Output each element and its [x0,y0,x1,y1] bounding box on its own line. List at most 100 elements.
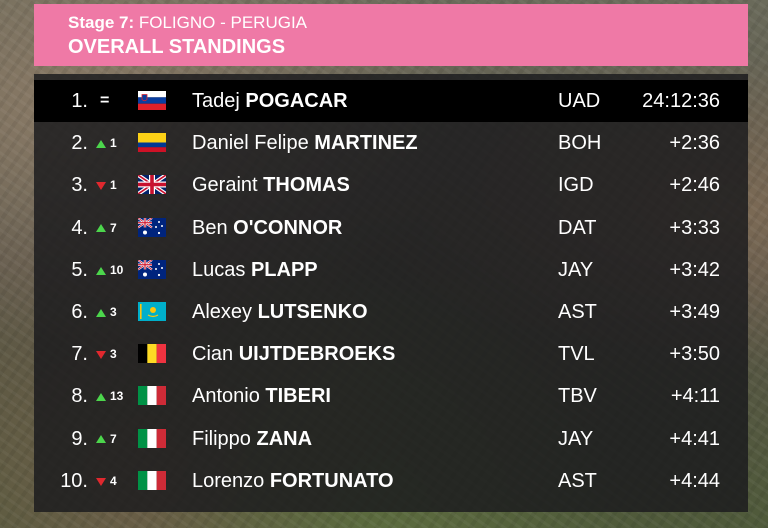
time-gap: +4:11 [670,385,720,408]
rider-name: Ben O'CONNOR [192,207,552,249]
table-row: 4. 7 Ben O'CONNOR DAT +3:33 [34,207,748,249]
uk-flag [138,175,166,195]
rider-surname: MARTINEZ [314,132,418,155]
rider-name: Lorenzo FORTUNATO [192,460,552,502]
team-code: AST [558,469,597,492]
table-row: 2. 1 Daniel Felipe MARTINEZ BOH +2:36 [34,122,748,164]
arrow-up-icon [96,140,106,149]
arrow-up-icon [96,266,106,275]
team-code: TVL [558,343,595,366]
team-code: JAY [558,427,594,450]
rider-name: Cian UIJTDEBROEKS [192,333,552,375]
team-code: TBV [558,385,597,408]
rider-first-name: Lorenzo [192,469,265,492]
rider-surname: FORTUNATO [269,469,394,492]
italy-flag [138,428,166,448]
rider-name: Filippo ZANA [192,418,552,460]
rider-name: Lucas PLAPP [192,249,552,291]
time-gap: 24:12:36 [642,90,720,112]
rider-surname: ZANA [256,427,313,450]
australia-flag [138,259,166,279]
position-change: 13 [96,375,140,417]
italy-flag [138,470,166,490]
position-change-value: 7 [110,220,117,235]
table-row: 7. 3 Cian UIJTDEBROEKS TVL +3:50 [34,333,748,375]
team-code: JAY [558,258,594,281]
rider-first-name: Daniel Felipe [192,132,309,155]
table-row: 3. 1 Geraint THOMAS IGD +2:46 [34,164,748,206]
kazakhstan-flag [138,302,166,321]
colombia-flag [138,133,166,153]
rider-first-name: Alexey [192,301,253,323]
position-change: 7 [96,418,140,460]
rank: 10. [60,469,88,492]
table-row: 8. 13 Antonio TIBERI TBV +4:11 [34,375,748,417]
position-change: 7 [96,207,140,249]
standings-header: Stage 7: FOLIGNO - PERUGIA OVERALL STAND… [34,4,748,66]
rider-surname: TIBERI [265,385,331,408]
position-change: 10 [96,249,140,291]
rider-surname: UIJTDEBROEKS [238,343,396,366]
position-change-value: 4 [110,473,117,488]
position-change-value: 3 [110,305,117,319]
rider-first-name: Antonio [192,385,260,408]
arrow-up-icon [96,393,106,402]
position-change: 1 [96,122,140,164]
time-gap: +2:36 [669,132,720,155]
stage-label: Stage 7: [68,13,135,32]
italy-flag [138,386,166,406]
position-change: = [96,80,144,122]
rider-name: Antonio TIBERI [192,375,552,417]
arrow-down-icon [96,182,106,191]
rider-name: Tadej POGACAR [192,80,552,122]
rider-name: Alexey LUTSENKO [192,291,552,333]
time-gap: +4:41 [669,427,720,450]
arrow-up-icon [96,224,106,233]
rider-surname: LUTSENKO [257,301,368,323]
table-row: 10. 4 Lorenzo FORTUNATO AST +4:44 [34,460,748,502]
stage-route: FOLIGNO - PERUGIA [138,13,308,32]
rider-first-name: Tadej [192,90,240,112]
rider-surname: O'CONNOR [233,216,343,239]
rider-surname: THOMAS [263,174,350,197]
rank: 8. [71,385,88,408]
team-code: AST [558,301,597,323]
team-code: BOH [558,132,602,155]
arrow-down-icon [96,477,106,486]
rider-first-name: Ben [192,216,228,239]
standings-table: 1. = Tadej POGACAR UAD 24:12:36 2. 1 Daniel Fel… [34,74,748,512]
rider-first-name: Filippo [192,427,251,450]
rider-name: Daniel Felipe MARTINEZ [192,122,552,164]
rider-first-name: Cian [192,343,234,366]
arrow-up-icon [96,435,106,444]
position-change-value: = [100,92,110,109]
australia-flag [138,217,166,237]
arrow-up-icon [96,308,106,317]
table-row: 6. 3 Alexey LUTSENKO AST +3:49 [34,291,748,333]
time-gap: +3:50 [669,343,720,366]
rank: 2. [71,132,88,155]
arrow-down-icon [96,351,106,360]
rider-surname: PLAPP [250,258,318,281]
table-row: 1. = Tadej POGACAR UAD 24:12:36 [34,80,748,122]
slovenia-flag [138,91,166,110]
rank: 7. [71,343,88,366]
rank: 6. [71,301,88,323]
position-change-value: 1 [110,136,117,151]
team-code: IGD [558,174,594,197]
page-title: OVERALL STANDINGS [68,36,286,58]
position-change-value: 13 [110,389,124,404]
position-change: 3 [96,333,140,375]
rank: 1. [71,90,88,112]
position-change: 1 [96,164,140,206]
position-change: 3 [96,291,140,333]
position-change-value: 3 [110,347,117,362]
time-gap: +3:49 [669,301,720,323]
stage-line: Stage 7: FOLIGNO - PERUGIA [68,12,748,34]
rider-first-name: Geraint [192,174,258,197]
time-gap: +4:44 [669,469,720,492]
position-change: 4 [96,460,140,502]
position-change-value: 1 [110,178,117,193]
table-row: 9. 7 Filippo ZANA JAY +4:41 [34,418,748,460]
rider-name: Geraint THOMAS [192,164,552,206]
